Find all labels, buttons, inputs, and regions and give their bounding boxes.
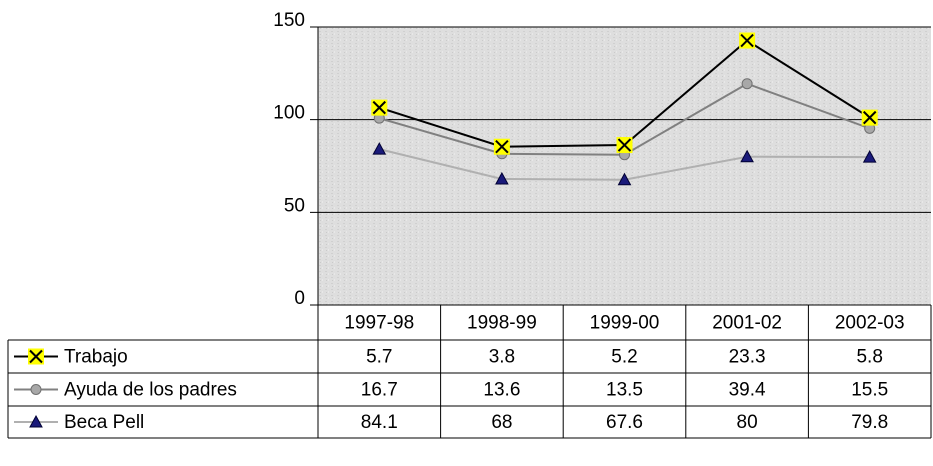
y-tick-label: 100 — [273, 103, 305, 124]
y-tick-label: 50 — [284, 195, 305, 216]
legend-label: Ayuda de los padres — [64, 380, 237, 401]
table-value: 5.2 — [611, 347, 637, 368]
marker — [740, 149, 754, 163]
x-tick-label: 2001-02 — [712, 313, 782, 334]
table-value: 13.5 — [606, 380, 643, 401]
table-value: 5.8 — [856, 347, 882, 368]
x-tick-label: 1997-98 — [344, 313, 414, 334]
table-value: 84.1 — [361, 412, 398, 433]
marker — [739, 32, 756, 49]
table-value: 68 — [491, 412, 512, 433]
table-value: 15.5 — [851, 380, 888, 401]
x-tick-label: 1998-99 — [467, 313, 537, 334]
table-value: 67.6 — [606, 412, 643, 433]
marker — [741, 78, 753, 90]
x-tick-label: 1999-00 — [590, 313, 660, 334]
marker-x — [372, 100, 387, 115]
marker — [862, 150, 877, 163]
y-tick-label: 150 — [273, 10, 305, 31]
marker — [372, 142, 387, 155]
table-value: 39.4 — [729, 380, 766, 401]
marker-x — [495, 140, 509, 154]
marker-x — [862, 110, 877, 125]
table-value: 5.7 — [366, 347, 392, 368]
y-tick-label: 0 — [294, 288, 305, 309]
marker — [861, 109, 878, 126]
legend-label: Beca Pell — [64, 412, 144, 433]
marker — [493, 138, 510, 155]
table-value: 13.6 — [483, 380, 520, 401]
table-value: 80 — [737, 412, 758, 433]
marker — [28, 348, 44, 365]
marker — [617, 172, 632, 186]
plot-area — [318, 27, 931, 305]
marker — [616, 137, 633, 154]
table-value: 16.7 — [361, 380, 398, 401]
table-value: 79.8 — [851, 412, 888, 433]
table-value: 23.3 — [729, 347, 766, 368]
marker — [371, 99, 388, 116]
table-value: 3.8 — [489, 347, 515, 368]
marker-x — [740, 33, 754, 48]
marker — [29, 414, 43, 428]
marker-x — [617, 138, 632, 152]
marker-x — [29, 349, 43, 364]
x-tick-label: 2002-03 — [835, 313, 905, 334]
marker — [30, 384, 42, 395]
legend-label: Trabajo — [64, 347, 128, 368]
marker — [495, 171, 509, 185]
